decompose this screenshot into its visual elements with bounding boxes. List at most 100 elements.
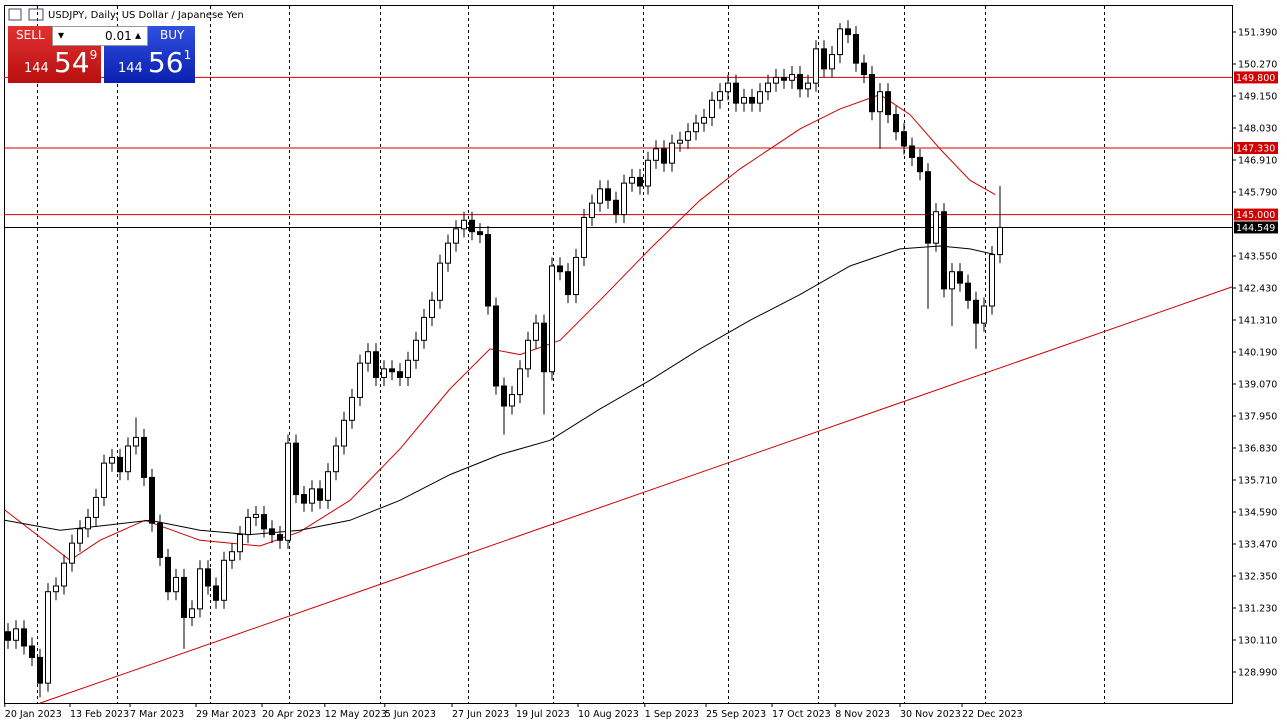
candle-body [741, 96, 747, 104]
candle-body [637, 176, 643, 187]
candle-body [757, 91, 763, 104]
candle-body [373, 351, 379, 378]
x-tick-label: 1 Sep 2023 [645, 709, 699, 720]
candle-body [21, 628, 27, 647]
y-tick-label: 143.550 [1238, 252, 1277, 263]
candle-body [909, 145, 915, 158]
x-tick-label: 20 Jan 2023 [5, 709, 62, 720]
title-icons [8, 8, 44, 21]
last-price-label: 144.549 [1236, 223, 1275, 234]
x-tick-label: 19 Jul 2023 [516, 709, 570, 720]
candle-body [949, 271, 955, 290]
lot-up[interactable]: ▴ [135, 28, 142, 42]
candle-body [445, 242, 451, 264]
candle-body [805, 82, 811, 90]
candle-body [205, 568, 211, 587]
level-label-box [1234, 71, 1278, 84]
y-tick-label: 131.230 [1238, 604, 1277, 615]
candle-body [421, 316, 427, 341]
candle-body [245, 516, 251, 536]
y-tick-label: 137.950 [1238, 412, 1277, 423]
candle-body [797, 74, 803, 90]
candle-body [101, 462, 107, 498]
lot-down[interactable]: ▾ [58, 28, 65, 42]
candle-body [381, 368, 387, 378]
lot-value: 0.01 [105, 29, 132, 43]
buy-label: BUY [160, 28, 185, 42]
candle-body [541, 322, 547, 373]
y-tick-label: 133.470 [1238, 540, 1277, 551]
candle-body [309, 488, 315, 504]
candle-body [653, 148, 659, 161]
candle-body [93, 496, 99, 518]
buy-button[interactable]: BUY 144 561 [104, 26, 195, 83]
candle-body [773, 76, 779, 84]
candle-body [485, 234, 491, 307]
candle-body [573, 256, 579, 296]
y-tick-label: 142.430 [1238, 284, 1277, 295]
moving-average [4, 245, 996, 536]
level-label: 147.330 [1236, 144, 1275, 155]
candle-body [677, 139, 683, 144]
x-tick-label: 13 Feb 2023 [70, 709, 129, 720]
x-tick-label: 17 Oct 2023 [772, 709, 831, 720]
candle-body [733, 82, 739, 104]
candle-body [125, 445, 131, 473]
candle-body [501, 385, 507, 407]
candle-body [317, 488, 323, 501]
ask-fraction: 1 [183, 48, 192, 62]
candle-body [189, 608, 195, 618]
y-tick-label: 150.270 [1238, 60, 1277, 71]
candle-body [157, 522, 163, 558]
candle-body [341, 419, 347, 447]
candle-body [333, 445, 339, 473]
y-tick-label: 151.390 [1238, 28, 1277, 39]
last-price-box [1234, 221, 1278, 234]
candle-body [149, 476, 155, 524]
bid-fraction: 9 [89, 48, 98, 62]
candle-body [629, 176, 635, 184]
y-tick-label: 140.190 [1238, 348, 1277, 359]
candle-body [685, 131, 691, 141]
ask-pips: 56 [147, 46, 184, 79]
candle-body [349, 396, 355, 421]
candle-body [213, 585, 219, 601]
candle-body [893, 114, 899, 133]
candle-body [237, 534, 243, 553]
x-tick-label: 25 Sep 2023 [706, 709, 766, 720]
candle-body [901, 131, 907, 147]
y-tick-label: 148.030 [1238, 124, 1277, 135]
y-tick-label: 149.150 [1238, 92, 1277, 103]
y-tick-label: 146.910 [1238, 156, 1277, 167]
x-tick-label: 27 Jun 2023 [452, 709, 509, 720]
candle-body [621, 182, 627, 216]
candle-body [141, 436, 147, 478]
plot-frame [4, 5, 1233, 704]
candle-body [405, 359, 411, 378]
y-tick-label: 145.790 [1238, 188, 1277, 199]
candle-body [277, 534, 283, 541]
candle-body [133, 436, 139, 447]
chart-title: USDJPY, Daily: US Dollar / Japanese Yen [48, 10, 244, 21]
candle-body [389, 368, 395, 373]
candle-body [293, 442, 299, 496]
y-tick-label: 136.830 [1238, 444, 1277, 455]
candle-body [69, 542, 75, 564]
candle-body [13, 628, 19, 641]
candle-body [565, 271, 571, 296]
candle-body [429, 299, 435, 318]
candle-body [973, 299, 979, 324]
y-tick-label: 141.310 [1238, 316, 1277, 327]
candle-body [197, 568, 203, 610]
candle-body [669, 142, 675, 164]
candle-body [85, 516, 91, 530]
candle-body [221, 559, 227, 601]
lot-input[interactable]: ▾ 0.01 ▴ [52, 26, 148, 46]
candle-body [549, 265, 555, 373]
ask-price: 144 561 [118, 48, 191, 78]
candle-body [837, 28, 843, 56]
candle-body [925, 171, 931, 244]
candle-body [869, 74, 875, 113]
candle-body [989, 254, 995, 307]
